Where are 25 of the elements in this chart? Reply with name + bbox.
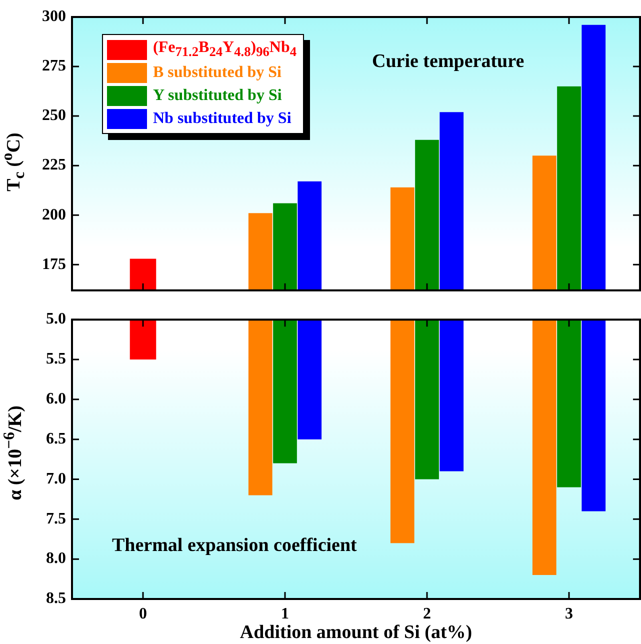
y-tick-label: 6.5 [46, 430, 66, 448]
y-tick-label: 7.0 [46, 470, 66, 488]
y-tick-label: 200 [42, 206, 66, 224]
x-tick-label: 3 [565, 606, 573, 623]
legend-label: B substituted by Si [153, 64, 282, 82]
legend-label: Nb substituted by Si [153, 110, 292, 128]
y-tick-label: 175 [42, 256, 66, 273]
annotation: Curie temperature [372, 51, 524, 73]
y-tick-label: 225 [42, 156, 66, 174]
x-tick-label: 0 [139, 606, 147, 623]
y-tick-label: 300 [42, 8, 66, 26]
y-tick-label: 6.0 [46, 390, 66, 408]
annotation: Thermal expansion coefficient [112, 535, 357, 557]
y-tick-label: 5.0 [46, 310, 66, 328]
y-tick-label: 8.0 [46, 550, 66, 568]
y-tick-label: 7.5 [46, 510, 66, 528]
y-tick-label: 8.5 [46, 590, 66, 608]
y-tick-label: 250 [42, 107, 66, 124]
legend-label: Y substituted by Si [153, 86, 282, 104]
x-axis-title: Addition amount of Si (at%) [240, 622, 472, 644]
x-tick-label: 2 [423, 606, 431, 623]
text: (Fe$_{71.2}$B$_{24}$Y$_{4.8}$)$_{96}$Nb$_{4}$ [153, 38, 297, 60]
y-tick-label: 5.5 [46, 350, 66, 368]
y-tick-label: 275 [42, 58, 66, 75]
x-tick-label: 1 [281, 606, 289, 623]
